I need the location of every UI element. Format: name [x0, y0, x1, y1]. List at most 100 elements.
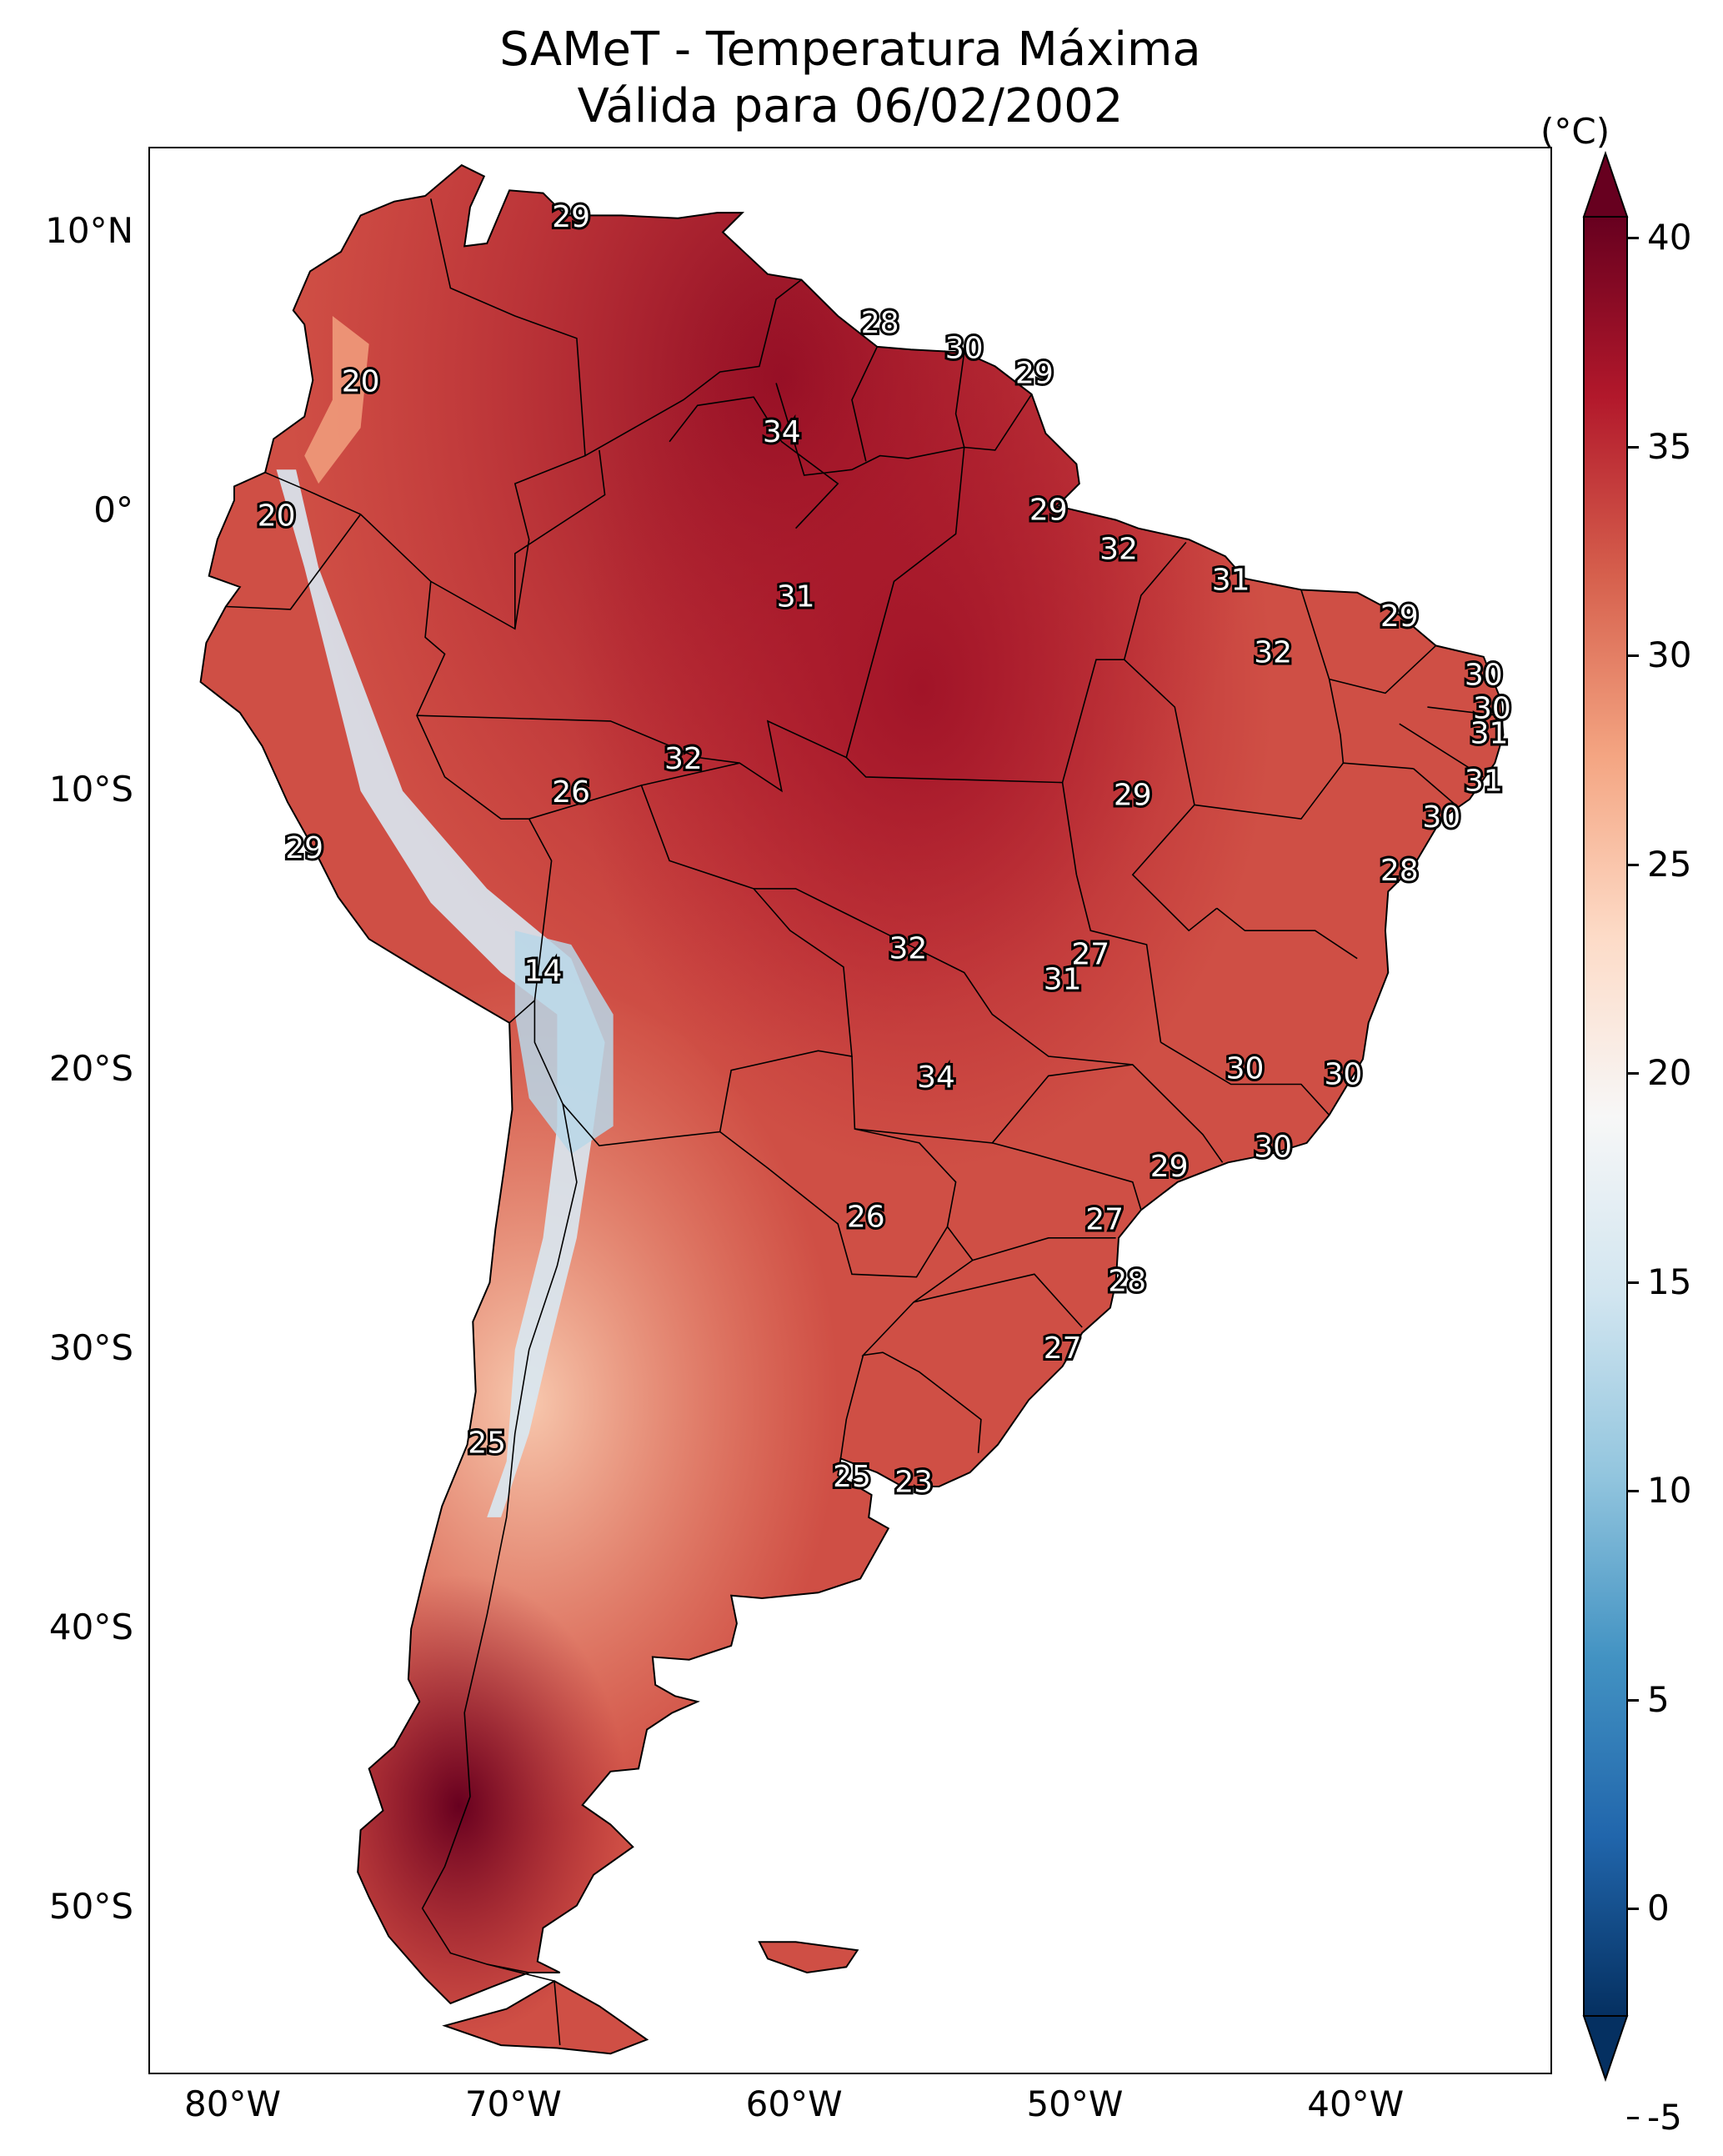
temperature-shading	[200, 165, 1504, 2054]
land-fill	[200, 165, 1504, 2054]
colorbar-tick-mark	[1627, 1281, 1639, 1284]
border-line	[669, 396, 839, 529]
colorbar-tick-mark	[1627, 654, 1639, 658]
temperature-label: 29	[1114, 778, 1152, 812]
border-line	[264, 198, 586, 630]
temperature-label: 32	[1099, 533, 1138, 567]
x-tick-label: 40°W	[1307, 2083, 1405, 2124]
y-tick-label: 30°S	[48, 1326, 133, 1368]
border-line	[861, 1226, 982, 1453]
temperature-label: 29	[1029, 494, 1068, 528]
colorbar-tick-mark	[1627, 863, 1639, 866]
border-line	[1194, 762, 1414, 820]
x-tick-label: 70°W	[464, 2083, 562, 2124]
border-line	[972, 1237, 1116, 1261]
temperature-label: 34	[917, 1060, 955, 1095]
temperature-label: 14	[524, 955, 563, 989]
temperature-label: 29	[1380, 599, 1419, 634]
temperature-label: 30	[1254, 1131, 1292, 1165]
colorbar-unit-label: (°C)	[1540, 111, 1610, 152]
colorbar-tick-mark	[1627, 237, 1639, 239]
colorbar-tick-mark	[1627, 1490, 1639, 1493]
colorbar-tick-mark	[1627, 1072, 1639, 1075]
x-tick-label: 60°W	[745, 2083, 843, 2124]
temperature-label: 20	[342, 365, 380, 399]
temperature-label: 27	[1044, 1331, 1082, 1366]
border-line	[528, 785, 853, 1147]
colorbar-tick-label: 25	[1647, 843, 1692, 885]
inpe-logo-icon: INPE	[1517, 2062, 1552, 2074]
border-line	[913, 1273, 1083, 1328]
colorbar-tick-mark	[1627, 1698, 1639, 1702]
temperature-label: 31	[777, 580, 815, 614]
border-line	[1329, 644, 1437, 694]
temperature-label: 28	[861, 306, 899, 340]
temperature-label: 25	[833, 1460, 871, 1494]
border-line	[225, 514, 362, 610]
colorbar-tick-label: 15	[1647, 1261, 1692, 1302]
temperature-label: 30	[945, 331, 984, 365]
y-tick-label: 50°S	[48, 1885, 133, 1927]
colorbar-extend-max	[1582, 150, 1629, 218]
temperature-label: 30	[1473, 692, 1511, 726]
temperature-label: 27	[1085, 1203, 1124, 1237]
border-line	[1413, 768, 1456, 806]
map-title-line2: Válida para 06/02/2002	[577, 79, 1124, 133]
temperature-label: 31	[1470, 717, 1509, 751]
colorbar-extend-min	[1582, 2015, 1629, 2083]
temperature-label: 34	[763, 415, 801, 449]
border-line	[1300, 589, 1345, 764]
temperature-label: 31	[1212, 563, 1250, 597]
border-line	[1427, 706, 1498, 716]
border-line	[851, 346, 879, 462]
andes-cool-band	[276, 469, 605, 1517]
colorbar-tick-label: 10	[1647, 1470, 1692, 1512]
temperature-label: 31	[1465, 765, 1503, 799]
colorbar	[1582, 150, 1629, 2083]
colorbar-tick-label: 40	[1647, 217, 1692, 258]
border-line	[416, 714, 740, 764]
temperature-label: 23	[894, 1466, 933, 1500]
x-tick-label: 80°W	[184, 2083, 282, 2124]
border-line	[1399, 723, 1485, 778]
temperature-label: 29	[552, 200, 590, 234]
temperature-label: 28	[1380, 854, 1419, 888]
border-line	[421, 1103, 578, 1973]
temperature-label: 32	[889, 932, 927, 966]
colorbar-tick-label: 35	[1647, 425, 1692, 467]
border-line	[487, 1963, 561, 2046]
border-line	[1216, 907, 1358, 960]
y-tick-label: 40°S	[48, 1606, 133, 1647]
border-line	[1124, 659, 1218, 932]
border-line	[1075, 875, 1162, 1043]
map-plot-area: 29 28 30 29 20 34 29 20 32 31 31 29 32 30 30 31 32 26 31 29…	[148, 147, 1552, 2074]
temperature-label: 32	[1254, 636, 1292, 670]
border-line	[954, 352, 965, 448]
temperature-label: 32	[664, 742, 703, 776]
x-tick-label: 50°W	[1026, 2083, 1124, 2124]
y-tick-label: 10°N	[45, 209, 133, 251]
y-tick-label: 0°	[93, 489, 133, 530]
border-line	[641, 720, 1078, 875]
temperature-label: 31	[1044, 963, 1082, 997]
temperature-label: 30	[1465, 658, 1503, 692]
temperature-label: 29	[1015, 356, 1054, 390]
border-line	[845, 447, 965, 758]
map-title-line1: SAMeT - Temperatura Máxima	[499, 23, 1201, 77]
temperature-label: 29	[285, 831, 323, 865]
temperature-label: 30	[1324, 1057, 1362, 1091]
colorbar-tick-label: 5	[1647, 1678, 1670, 1720]
y-tick-label: 20°S	[48, 1047, 133, 1089]
coastline	[199, 163, 1505, 2055]
temperature-label: 25	[468, 1426, 506, 1461]
colorbar-tick-mark	[1627, 2117, 1639, 2119]
border-line	[514, 449, 606, 629]
country-borders	[199, 163, 1505, 2055]
temperature-label: 26	[552, 775, 590, 810]
border-line	[839, 1355, 864, 1459]
temperature-label: 29	[1150, 1150, 1189, 1184]
colorbar-tick-mark	[1627, 1908, 1639, 1911]
border-line	[992, 1142, 1142, 1211]
